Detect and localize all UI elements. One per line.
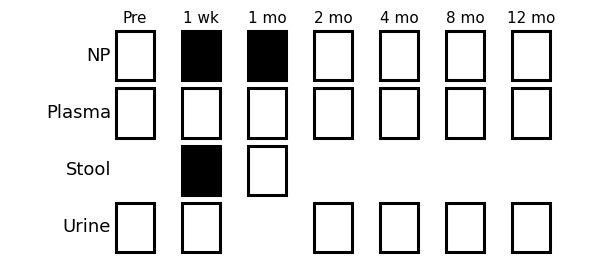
Text: 1 wk: 1 wk <box>183 11 219 26</box>
Text: 4 mo: 4 mo <box>380 11 418 26</box>
Text: NP: NP <box>86 47 111 65</box>
Text: Pre: Pre <box>123 11 147 26</box>
Text: Plasma: Plasma <box>46 104 111 122</box>
Text: 8 mo: 8 mo <box>446 11 484 26</box>
Text: Stool: Stool <box>65 161 111 179</box>
Text: 2 mo: 2 mo <box>314 11 352 26</box>
Text: Urine: Urine <box>62 218 111 236</box>
Text: 1 mo: 1 mo <box>248 11 286 26</box>
Text: 12 mo: 12 mo <box>507 11 555 26</box>
